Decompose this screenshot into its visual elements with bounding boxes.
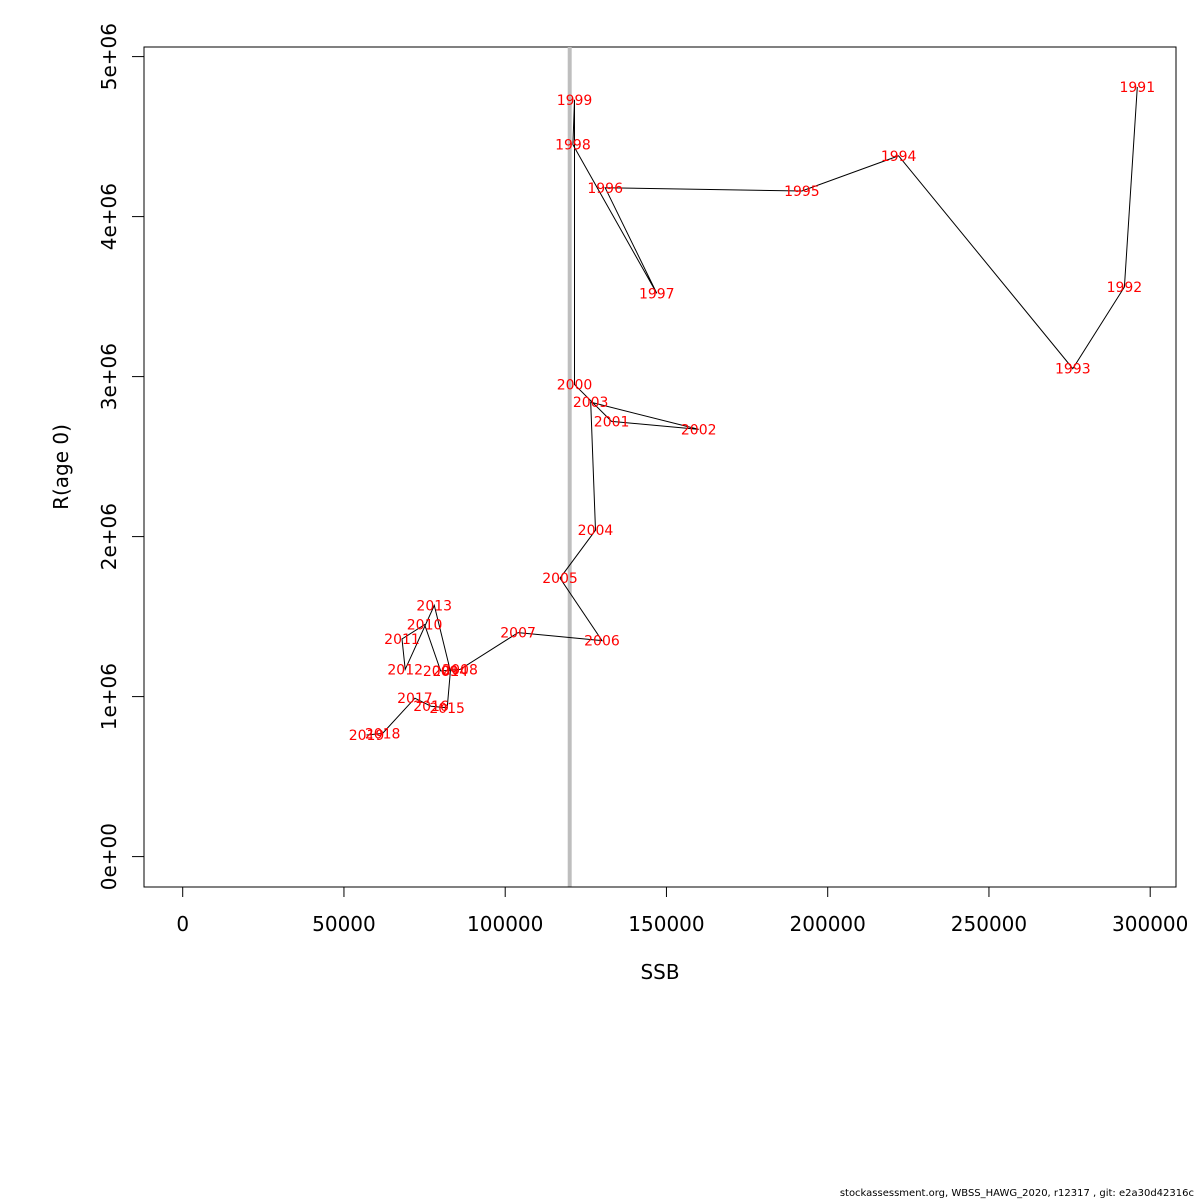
point-label: 2018: [365, 726, 401, 742]
x-tick-label: 0: [176, 912, 189, 936]
point-label: 2001: [594, 414, 630, 430]
x-axis: 0 50000 100000 150000 200000 250000 300000: [176, 886, 1188, 936]
point-label: 1992: [1107, 280, 1143, 296]
point-label: 1991: [1119, 80, 1155, 96]
point-label: 2005: [542, 571, 578, 587]
x-tick-label: 150000: [628, 912, 704, 936]
point-label: 1993: [1055, 362, 1091, 378]
point-label: 2010: [407, 618, 443, 634]
x-tick-label: 250000: [951, 912, 1027, 936]
point-label: 2003: [573, 395, 609, 411]
point-label: 2013: [416, 598, 452, 614]
point-label: 2012: [387, 662, 423, 678]
x-tick-label: 100000: [467, 912, 543, 936]
y-tick-label: 2e+06: [97, 503, 121, 570]
point-label: 2006: [584, 634, 620, 650]
point-label: 1994: [881, 149, 917, 165]
x-axis-title: SSB: [640, 960, 679, 984]
point-label: 2000: [557, 378, 593, 394]
series-layer: [366, 86, 1138, 736]
y-axis: 0e+00 1e+06 2e+06 3e+06 4e+06 5e+06: [97, 23, 145, 890]
y-tick-label: 0e+00: [97, 823, 121, 890]
point-label: 2008: [442, 662, 478, 678]
x-tick-label: 200000: [790, 912, 866, 936]
point-label: 1997: [639, 286, 675, 302]
point-label: 1999: [557, 93, 593, 109]
plot-frame: [143, 46, 1177, 888]
point-label: 2017: [397, 691, 433, 707]
point-label-layer: 1991 1992 1993 1994 1995 1996 1997 1998 1999 2000…: [349, 80, 1155, 744]
point-label: 1995: [784, 184, 820, 200]
y-tick-label: 3e+06: [97, 343, 121, 410]
footer-credit: stockassessment.org, WBSS_HAWG_2020, r12…: [839, 1188, 1194, 1199]
y-tick-label: 4e+06: [97, 183, 121, 250]
y-tick-label: 5e+06: [97, 23, 121, 90]
point-label: 2016: [413, 699, 449, 715]
point-label: 2014: [433, 664, 469, 680]
y-axis-title: R(age 0): [49, 424, 73, 510]
point-label: 1998: [555, 138, 591, 154]
point-label: 2019: [349, 728, 385, 744]
point-label: 2002: [681, 422, 717, 438]
point-label: 2004: [578, 523, 614, 539]
point-label: 2009: [423, 664, 459, 680]
point-label: 2011: [384, 632, 420, 648]
x-tick-label: 50000: [312, 912, 376, 936]
point-label: 2007: [500, 626, 536, 642]
point-label: 2015: [429, 701, 465, 717]
series-line: [366, 86, 1138, 736]
y-tick-label: 1e+06: [97, 663, 121, 730]
point-label: 1996: [587, 181, 623, 197]
x-tick-label: 300000: [1112, 912, 1188, 936]
